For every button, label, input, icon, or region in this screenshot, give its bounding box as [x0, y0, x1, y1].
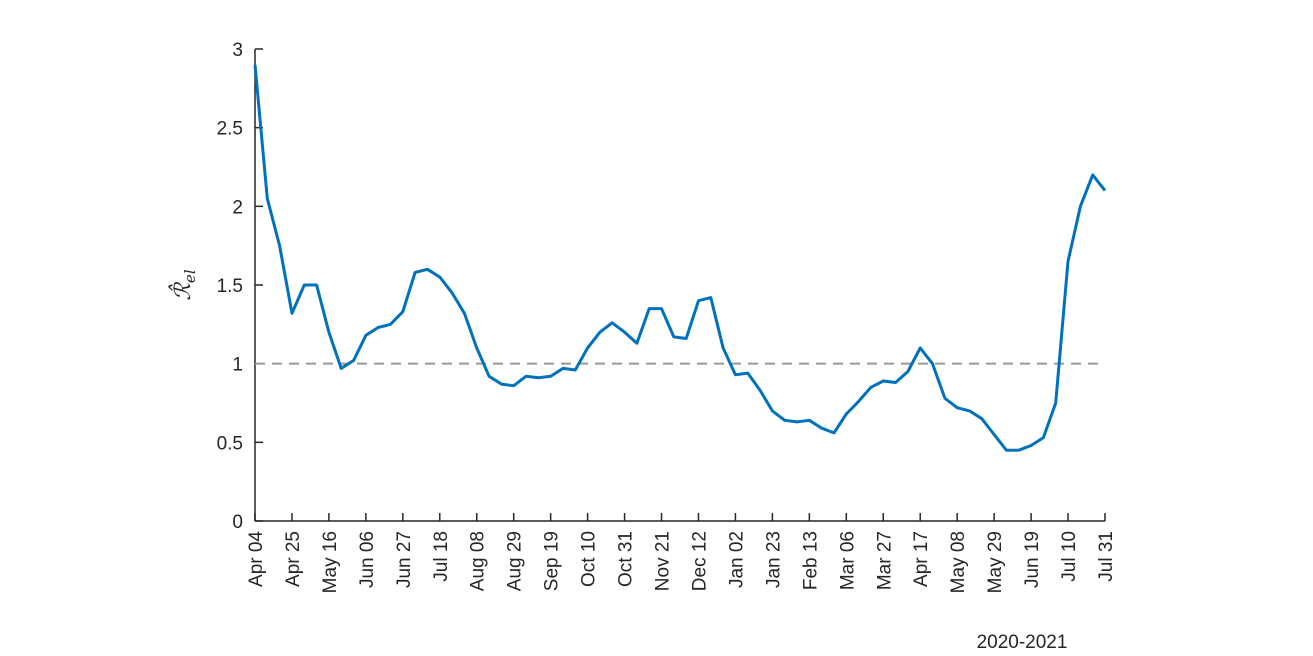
- x-tick-label: Apr 04: [246, 531, 267, 587]
- x-tick-label: May 08: [948, 531, 969, 593]
- y-label-subscript: el: [181, 269, 199, 283]
- x-tick-label: Jun 06: [357, 531, 378, 588]
- y-tick-label: 3: [232, 40, 243, 61]
- y-tick-label: 0.5: [217, 433, 243, 454]
- x-tick-label: Jun 19: [1022, 531, 1043, 588]
- y-tick-label: 0: [232, 512, 243, 533]
- x-tick-label: Jun 27: [394, 531, 415, 588]
- x-axis-label: 2020-2021: [977, 632, 1068, 653]
- x-tick-label: Jan 23: [763, 531, 784, 588]
- x-tick-label: Feb 13: [800, 531, 821, 590]
- x-tick-label: Jul 10: [1059, 531, 1080, 582]
- x-tick-label: Nov 21: [653, 531, 674, 591]
- x-tick-label: Sep 19: [542, 531, 563, 591]
- x-tick-label: Aug 29: [505, 531, 526, 591]
- x-tick-label: Apr 17: [911, 531, 932, 587]
- x-tick-label: Mar 06: [837, 531, 858, 590]
- y-tick-label: 2.5: [217, 119, 243, 140]
- y-axis-label: ℛ̂el: [168, 269, 199, 300]
- x-tick-label: Aug 08: [468, 531, 489, 591]
- x-tick-label: May 16: [320, 531, 341, 593]
- x-tick-label: Mar 27: [874, 531, 895, 590]
- x-tick-label: Jul 18: [431, 531, 452, 582]
- x-tick-label: Dec 12: [689, 531, 710, 591]
- x-tick-label: Jul 31: [1096, 531, 1117, 582]
- x-tick-label: Oct 31: [616, 531, 637, 587]
- y-tick-label: 2: [232, 197, 243, 218]
- y-label-symbol: ℛ̂: [168, 282, 196, 301]
- x-tick-label: Oct 10: [579, 531, 600, 587]
- x-tick-label: Jan 02: [726, 531, 747, 588]
- x-tick-label: Apr 25: [283, 531, 304, 587]
- y-tick-label: 1: [232, 355, 243, 376]
- data-line: [253, 64, 1107, 452]
- y-tick-label: 1.5: [217, 276, 243, 297]
- x-tick-label: May 29: [985, 531, 1006, 593]
